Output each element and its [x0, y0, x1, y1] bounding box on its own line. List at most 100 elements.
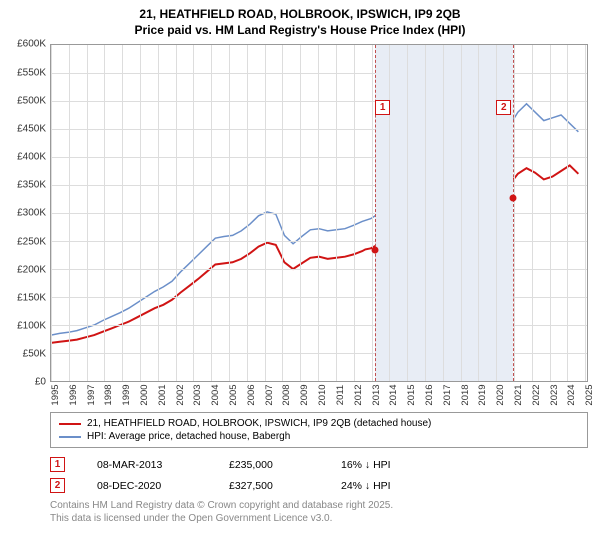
- gridline-v: [425, 45, 426, 381]
- sale-row: 1 08-MAR-2013 £235,000 16% ↓ HPI: [50, 454, 592, 475]
- x-tick-label: 2025: [584, 385, 595, 406]
- gridline-v: [211, 45, 212, 381]
- x-tick-label: 2013: [371, 385, 382, 406]
- band-edge: [375, 45, 376, 381]
- footer-line2: This data is licensed under the Open Gov…: [50, 513, 592, 526]
- x-tick-label: 2004: [210, 385, 221, 406]
- gridline-v: [478, 45, 479, 381]
- gridline-v: [532, 45, 533, 381]
- gridline-v: [461, 45, 462, 381]
- x-tick-label: 2019: [477, 385, 488, 406]
- x-tick-label: 2014: [388, 385, 399, 406]
- gridline-v: [104, 45, 105, 381]
- x-tick-label: 2022: [531, 385, 542, 406]
- y-tick-label: £450K: [17, 123, 46, 134]
- gridline-v: [87, 45, 88, 381]
- gridline-v: [158, 45, 159, 381]
- gridline-v: [51, 45, 52, 381]
- title-line2: Price paid vs. HM Land Registry's House …: [8, 22, 592, 38]
- gridline-v: [229, 45, 230, 381]
- x-tick-label: 2007: [264, 385, 275, 406]
- sale-delta: 16% ↓ HPI: [341, 459, 391, 471]
- x-tick-label: 1998: [103, 385, 114, 406]
- x-tick-label: 2001: [157, 385, 168, 406]
- x-tick-label: 1996: [68, 385, 79, 406]
- y-tick-label: £0: [35, 377, 46, 388]
- sale-price: £235,000: [229, 459, 309, 471]
- x-tick-label: 2016: [424, 385, 435, 406]
- marker-box-1: 1: [375, 100, 390, 115]
- legend-label: HPI: Average price, detached house, Babe…: [87, 431, 290, 442]
- x-tick-label: 1997: [86, 385, 97, 406]
- gridline-v: [176, 45, 177, 381]
- legend-row: HPI: Average price, detached house, Babe…: [59, 430, 579, 443]
- legend-swatch: [59, 436, 81, 438]
- sale-row: 2 08-DEC-2020 £327,500 24% ↓ HPI: [50, 475, 592, 496]
- y-tick-label: £500K: [17, 95, 46, 106]
- x-tick-label: 2015: [406, 385, 417, 406]
- x-tick-label: 2002: [175, 385, 186, 406]
- legend-swatch: [59, 423, 81, 425]
- gridline-v: [514, 45, 515, 381]
- footer: Contains HM Land Registry data © Crown c…: [50, 500, 592, 525]
- x-tick-label: 2010: [317, 385, 328, 406]
- container: 21, HEATHFIELD ROAD, HOLBROOK, IPSWICH, …: [0, 0, 600, 531]
- chart: £0 £50K £100K £150K £200K £250K £300K £350K £400…: [8, 44, 592, 406]
- y-axis: £0£50K£100K£150K£200K£250K£300K£350K£400…: [8, 44, 50, 382]
- sale-date: 08-DEC-2020: [97, 480, 197, 492]
- sale-date: 08-MAR-2013: [97, 459, 197, 471]
- y-tick-label: £150K: [17, 292, 46, 303]
- title-line1: 21, HEATHFIELD ROAD, HOLBROOK, IPSWICH, …: [8, 6, 592, 22]
- y-tick-label: £100K: [17, 321, 46, 332]
- y-tick-label: £600K: [17, 39, 46, 50]
- gridline-v: [69, 45, 70, 381]
- footer-line1: Contains HM Land Registry data © Crown c…: [50, 500, 592, 513]
- x-tick-label: 2018: [460, 385, 471, 406]
- gridline-v: [122, 45, 123, 381]
- x-tick-label: 2006: [246, 385, 257, 406]
- gridline-v: [550, 45, 551, 381]
- x-tick-label: 2021: [513, 385, 524, 406]
- y-tick-label: £350K: [17, 180, 46, 191]
- y-tick-label: £200K: [17, 264, 46, 275]
- x-tick-label: 1999: [121, 385, 132, 406]
- gridline-v: [193, 45, 194, 381]
- sales-table: 1 08-MAR-2013 £235,000 16% ↓ HPI 2 08-DEC-202…: [8, 454, 592, 496]
- marker-box-2: 2: [496, 100, 511, 115]
- gridline-v: [389, 45, 390, 381]
- plot-area: 12: [50, 44, 588, 382]
- x-tick-label: 2003: [192, 385, 203, 406]
- x-axis: 1995199619971998199920002001200220032004…: [50, 382, 588, 406]
- gridline-v: [372, 45, 373, 381]
- x-tick-label: 2024: [566, 385, 577, 406]
- gridline-v: [336, 45, 337, 381]
- gridline-v: [300, 45, 301, 381]
- sale-marker: 2: [50, 478, 65, 493]
- chart-title: 21, HEATHFIELD ROAD, HOLBROOK, IPSWICH, …: [8, 6, 592, 38]
- y-tick-label: £400K: [17, 152, 46, 163]
- y-tick-label: £250K: [17, 236, 46, 247]
- gridline-v: [282, 45, 283, 381]
- marker-dot: [371, 246, 378, 253]
- y-tick-label: £50K: [23, 349, 46, 360]
- gridline-v: [585, 45, 586, 381]
- gridline-v: [443, 45, 444, 381]
- gridline-v: [247, 45, 248, 381]
- x-tick-label: 2017: [442, 385, 453, 406]
- gridline-v: [407, 45, 408, 381]
- sale-marker: 1: [50, 457, 65, 472]
- gridline-v: [354, 45, 355, 381]
- gridline-v: [140, 45, 141, 381]
- x-tick-label: 2012: [353, 385, 364, 406]
- sale-price: £327,500: [229, 480, 309, 492]
- gridline-v: [496, 45, 497, 381]
- sale-delta: 24% ↓ HPI: [341, 480, 391, 492]
- x-tick-label: 2008: [281, 385, 292, 406]
- x-tick-label: 2009: [299, 385, 310, 406]
- x-tick-label: 1995: [50, 385, 61, 406]
- x-tick-label: 2020: [495, 385, 506, 406]
- legend-label: 21, HEATHFIELD ROAD, HOLBROOK, IPSWICH, …: [87, 418, 431, 429]
- y-tick-label: £550K: [17, 67, 46, 78]
- date-band: [375, 45, 513, 381]
- y-tick-label: £300K: [17, 208, 46, 219]
